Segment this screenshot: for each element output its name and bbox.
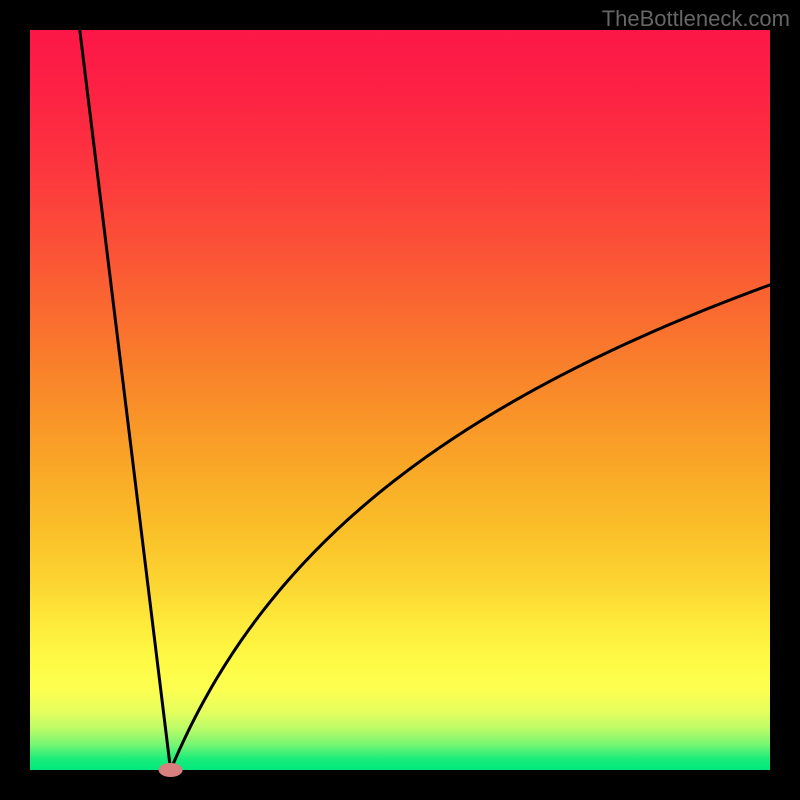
optimum-marker [159, 763, 183, 777]
chart-svg [0, 0, 800, 800]
bottleneck-chart: TheBottleneck.com [0, 0, 800, 800]
watermark-text: TheBottleneck.com [602, 6, 790, 32]
plot-background [30, 30, 770, 770]
